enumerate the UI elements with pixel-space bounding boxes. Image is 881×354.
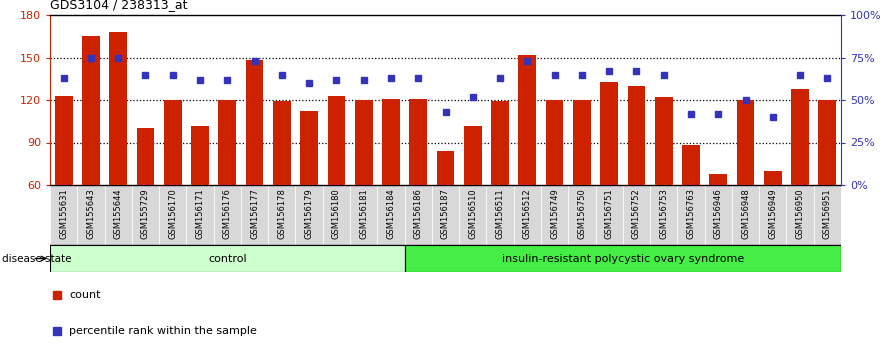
Bar [486, 185, 514, 245]
Bar [682, 145, 700, 185]
Bar [732, 185, 759, 245]
Bar [514, 185, 541, 245]
Bar [464, 126, 482, 185]
Bar [350, 185, 377, 245]
Bar [573, 100, 591, 185]
Text: GSM156176: GSM156176 [223, 188, 232, 239]
Text: GSM156177: GSM156177 [250, 188, 259, 239]
Bar [596, 185, 623, 245]
Text: GSM156752: GSM156752 [632, 188, 641, 239]
Bar [377, 185, 404, 245]
Bar [655, 97, 672, 185]
Bar [627, 86, 645, 185]
Bar [459, 185, 486, 245]
Bar [650, 185, 677, 245]
Text: GSM156951: GSM156951 [823, 188, 832, 239]
Bar [764, 171, 781, 185]
Text: GSM156946: GSM156946 [714, 188, 722, 239]
Text: GSM156750: GSM156750 [577, 188, 587, 239]
Text: GSM156512: GSM156512 [522, 188, 532, 239]
Bar [109, 32, 127, 185]
Bar [214, 185, 241, 245]
Bar [568, 185, 596, 245]
Bar [355, 100, 373, 185]
Bar [50, 185, 78, 245]
Text: GSM156950: GSM156950 [796, 188, 804, 239]
Text: GSM156171: GSM156171 [196, 188, 204, 239]
Bar [137, 129, 154, 185]
Bar [328, 96, 345, 185]
Bar [432, 185, 459, 245]
Bar [814, 185, 841, 245]
Text: GSM156178: GSM156178 [278, 188, 286, 239]
Bar [159, 185, 187, 245]
Bar [410, 98, 427, 185]
Bar [218, 100, 236, 185]
Text: GSM156749: GSM156749 [550, 188, 559, 239]
Text: insulin-resistant polycystic ovary syndrome: insulin-resistant polycystic ovary syndr… [501, 253, 744, 263]
Text: GSM155643: GSM155643 [86, 188, 95, 239]
Text: GSM156180: GSM156180 [332, 188, 341, 239]
Bar [50, 245, 404, 272]
Text: count: count [70, 290, 101, 300]
Text: control: control [208, 253, 247, 263]
Bar [382, 98, 400, 185]
Text: GSM156948: GSM156948 [741, 188, 750, 239]
Bar [268, 185, 295, 245]
Bar [737, 100, 754, 185]
Bar [246, 60, 263, 185]
Bar [705, 185, 732, 245]
Bar [787, 185, 814, 245]
Text: GSM156763: GSM156763 [686, 188, 695, 239]
Text: GSM155729: GSM155729 [141, 188, 150, 239]
Text: disease state: disease state [2, 253, 71, 263]
Text: GDS3104 / 238313_at: GDS3104 / 238313_at [50, 0, 188, 11]
Bar [82, 36, 100, 185]
Bar [437, 151, 455, 185]
Bar [545, 100, 564, 185]
Bar [295, 185, 322, 245]
Bar [677, 185, 705, 245]
Bar [791, 88, 809, 185]
Bar [322, 185, 350, 245]
Bar [300, 112, 318, 185]
Text: GSM156170: GSM156170 [168, 188, 177, 239]
Bar [404, 245, 841, 272]
Bar [164, 100, 181, 185]
Bar [759, 185, 787, 245]
Text: GSM155644: GSM155644 [114, 188, 122, 239]
Bar [709, 174, 727, 185]
Bar [600, 81, 618, 185]
Bar [191, 126, 209, 185]
Text: GSM156186: GSM156186 [414, 188, 423, 239]
Bar [404, 185, 432, 245]
Text: GSM156511: GSM156511 [495, 188, 505, 239]
Text: GSM156753: GSM156753 [659, 188, 668, 239]
Text: percentile rank within the sample: percentile rank within the sample [70, 326, 257, 336]
Text: GSM155631: GSM155631 [59, 188, 68, 239]
Bar [518, 55, 537, 185]
Text: GSM156751: GSM156751 [604, 188, 614, 239]
Bar [492, 101, 509, 185]
Bar [818, 100, 836, 185]
Text: GSM156949: GSM156949 [768, 188, 777, 239]
Text: GSM156179: GSM156179 [305, 188, 314, 239]
Text: GSM156184: GSM156184 [387, 188, 396, 239]
Bar [105, 185, 132, 245]
Bar [623, 185, 650, 245]
Text: GSM156187: GSM156187 [441, 188, 450, 239]
Text: GSM156181: GSM156181 [359, 188, 368, 239]
Bar [541, 185, 568, 245]
Bar [78, 185, 105, 245]
Bar [55, 96, 72, 185]
Bar [241, 185, 268, 245]
Text: GSM156510: GSM156510 [469, 188, 478, 239]
Bar [273, 101, 291, 185]
Bar [132, 185, 159, 245]
Bar [187, 185, 214, 245]
